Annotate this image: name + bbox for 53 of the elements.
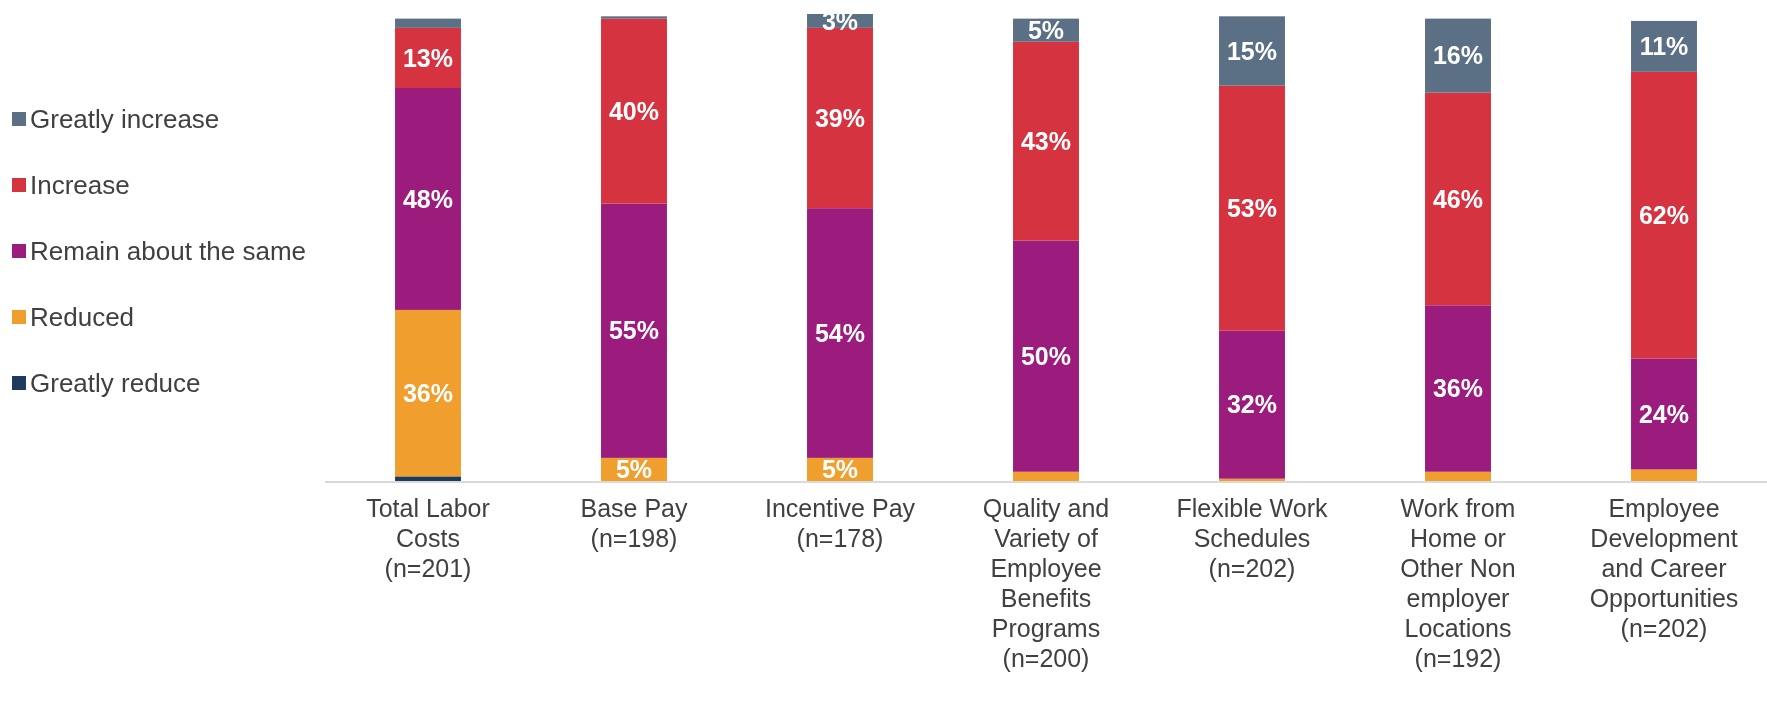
bar — [395, 476, 461, 481]
data-label: 50% — [1020, 341, 1072, 370]
bar — [1425, 305, 1491, 472]
data-label: 55% — [608, 316, 660, 345]
data-label: 43% — [1020, 126, 1072, 155]
data-label: 11% — [1639, 32, 1689, 61]
x-tick-label: Work from Home or Other Non employer Locations (n=192) — [1400, 494, 1516, 672]
x-tick-label: Quality and Variety of Employee Benefits Programs (n=200) — [982, 494, 1110, 672]
bar — [1631, 469, 1697, 481]
data-label: 46% — [1432, 184, 1484, 213]
bar — [1219, 16, 1285, 86]
data-label: 24% — [1638, 399, 1690, 428]
legend-label: Greatly reduce — [30, 368, 201, 399]
bar — [395, 87, 461, 310]
data-label: 54% — [814, 318, 866, 347]
x-tick-label: Flexible Work Schedules (n=202) — [1176, 494, 1328, 582]
x-tick-label: Incentive Pay (n=178) — [764, 494, 916, 552]
bar — [1013, 471, 1079, 481]
data-label: 5% — [1027, 15, 1065, 44]
bar — [601, 16, 667, 19]
bar — [1425, 471, 1491, 481]
bar — [601, 203, 667, 458]
bar — [1219, 85, 1285, 331]
data-label: 39% — [814, 103, 866, 132]
bar — [1013, 240, 1079, 472]
x-tick-label: Base Pay (n=198) — [580, 494, 688, 552]
data-label: 36% — [402, 378, 454, 407]
data-label: 36% — [1432, 374, 1484, 403]
legend-label: Increase — [30, 170, 130, 201]
bar — [601, 18, 667, 204]
legend-label: Reduced — [30, 302, 135, 333]
x-tick-label: Total Labor Costs (n=201) — [366, 494, 490, 582]
legend-label: Remain about the same — [30, 236, 307, 267]
bar — [1631, 71, 1697, 359]
data-label: 5% — [821, 455, 859, 484]
data-label: 15% — [1226, 36, 1278, 65]
bar — [1013, 41, 1079, 241]
bar — [1219, 330, 1285, 479]
data-label: 40% — [608, 96, 660, 125]
bar — [395, 18, 461, 28]
data-label: 32% — [1226, 390, 1278, 419]
bar — [807, 208, 873, 458]
x-tick-label: Employee Development and Career Opportunities (n=202) — [1589, 494, 1739, 642]
data-label: 13% — [402, 43, 454, 72]
data-label: 53% — [1226, 193, 1278, 222]
legend-label: Greatly increase — [30, 104, 220, 135]
bar — [1425, 92, 1491, 306]
data-label: 16% — [1432, 41, 1484, 70]
data-label: 62% — [1638, 200, 1690, 229]
data-label: 5% — [615, 455, 653, 484]
bar — [1631, 358, 1697, 470]
bar — [395, 309, 461, 477]
data-label: 48% — [402, 184, 454, 213]
